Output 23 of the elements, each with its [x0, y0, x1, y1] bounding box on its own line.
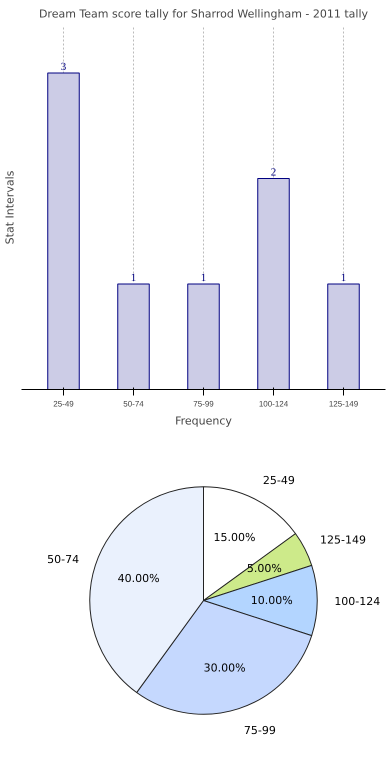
- data-label: 1: [130, 272, 136, 284]
- data-label: 2: [270, 166, 276, 178]
- slice-label: 125-149: [320, 533, 366, 546]
- x-tick-label: 25-49: [53, 400, 74, 408]
- data-label: 15.00%: [214, 530, 256, 544]
- x-tick-label: 50-74: [123, 400, 144, 408]
- y-axis-title: Stat Intervals: [4, 170, 16, 244]
- slice-label: 100-124: [334, 595, 380, 608]
- data-label: 3: [60, 60, 67, 73]
- slice-label: 25-49: [262, 474, 295, 488]
- slice-label: 75-99: [244, 724, 276, 737]
- x-tick-label: 75-99: [193, 400, 214, 408]
- data-label: 1: [200, 272, 206, 284]
- chart-title: Dream Team score tally for Sharrod Wellingham - 2011 tally: [38, 8, 369, 20]
- data-label: 30.00%: [204, 661, 246, 674]
- x-tick-label: 100-124: [258, 400, 289, 408]
- data-label: 40.00%: [118, 572, 160, 586]
- data-label: 1: [340, 272, 346, 284]
- data-label: 5.00%: [246, 562, 282, 575]
- slice-label: 50-74: [47, 553, 80, 566]
- x-tick-label: 125-149: [328, 400, 359, 408]
- x-axis-title: Frequency: [175, 414, 232, 428]
- data-label: 10.00%: [250, 594, 293, 607]
